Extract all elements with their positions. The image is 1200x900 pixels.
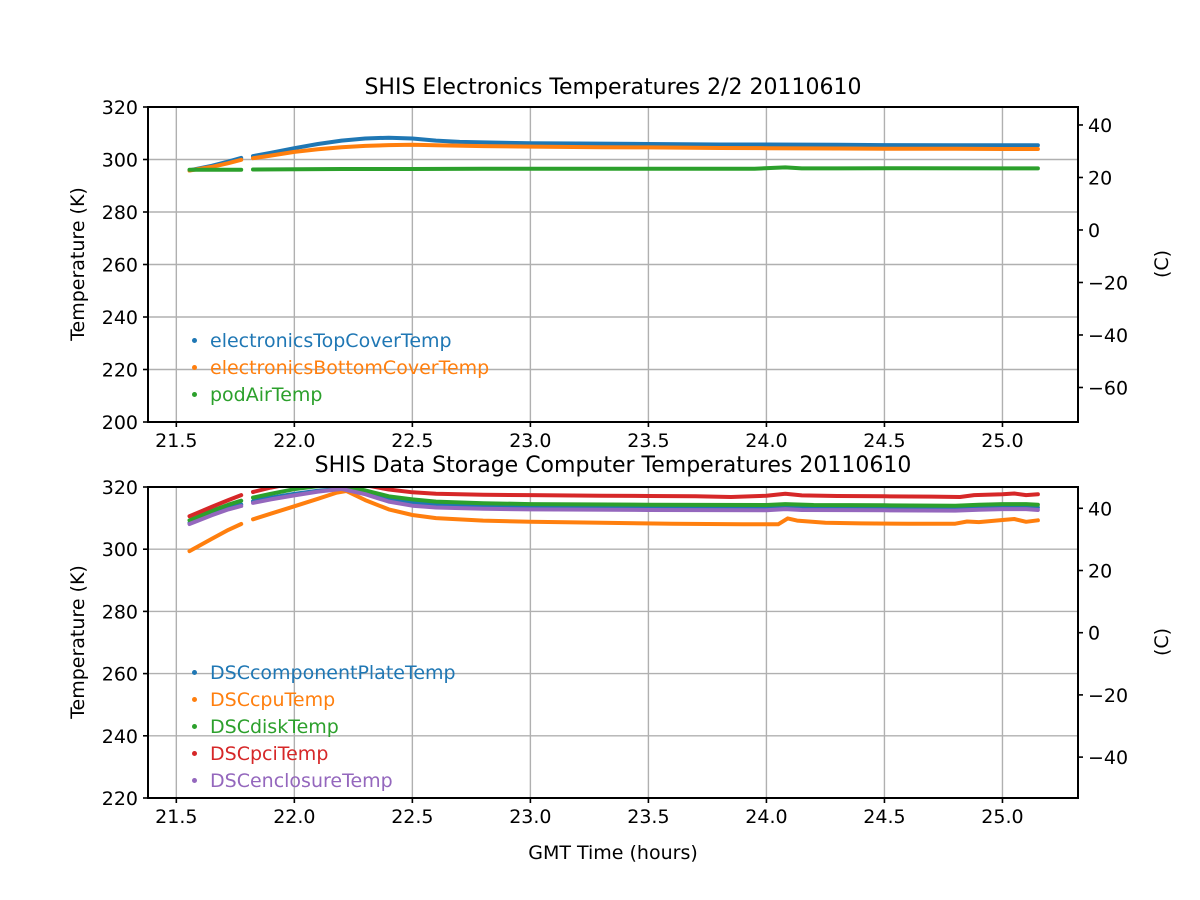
legend-marker-dot [192,751,197,756]
x-tick-label: 24.0 [745,806,787,828]
x-tick-label: 21.5 [155,430,197,452]
x-tick-label: 21.5 [155,806,197,828]
data-series [187,135,1040,173]
y-tick-label-right: 0 [1088,220,1100,242]
gridlines [148,106,1078,423]
axis-ticks: 21.5 22.0 22.5 23.0 23.5 24.0 24.5 25.0 220 240 26… [102,477,1128,828]
top-plot-legend: electronicsTopCoverTemp electronicsBotto… [192,327,489,408]
x-tick-label: 24.5 [863,430,905,452]
bottom-plot: 21.5 22.0 22.5 23.0 23.5 24.0 24.5 25.0 220 240 26… [102,477,1128,828]
y-tick-label-right: 40 [1088,498,1112,520]
axes-spines [147,486,1079,799]
y-tick-label-left: 300 [102,539,138,561]
legend-marker-dot [192,392,197,397]
series-DSCcpuTemp [187,522,244,554]
legend-item: podAirTemp [192,381,489,408]
legend-item: DSCenclosureTemp [192,767,456,794]
x-tick-label: 23.0 [509,806,551,828]
x-tick-label: 23.5 [627,806,669,828]
legend-label: DSCpciTemp [210,742,329,765]
data-series [187,487,1040,554]
series-DSCdiskTemp [187,498,244,523]
axes-spines [147,106,1079,423]
y-tick-label-right: 0 [1088,623,1100,645]
y-tick-label-left: 220 [102,788,138,810]
legend-marker-dot [192,670,197,675]
series-DSCenclosureTemp [187,504,244,526]
legend-marker-dot [192,697,197,702]
legend-marker-dot [192,338,197,343]
y-tick-label-right: 20 [1088,167,1112,189]
legend-item: DSCcomponentPlateTemp [192,659,456,686]
x-tick-label: 22.0 [273,806,315,828]
y-tick-label-right: −40 [1088,747,1128,769]
y-tick-label-left: 280 [102,202,138,224]
y-tick-label-left: 240 [102,726,138,748]
series-podAirTemp [251,165,1040,172]
bottom-plot-ylabel-left: Temperature (K) [67,565,89,719]
legend-label: DSCcpuTemp [210,688,336,711]
legend-label: electronicsBottomCoverTemp [210,356,490,379]
bottom-plot-ylabel-right: (C) [1151,627,1173,657]
top-plot: 21.5 22.0 22.5 23.0 23.5 24.0 24.5 25.020022024… [102,97,1128,452]
series-DSCpciTemp [251,487,1040,499]
y-tick-label-left: 200 [102,412,138,434]
y-tick-label-right: −20 [1088,685,1128,707]
x-tick-label: 22.0 [273,430,315,452]
x-tick-label: 25.0 [981,806,1023,828]
top-plot-title: SHIS Electronics Temperatures 2/2 201106… [364,75,862,100]
x-tick-label: 22.5 [391,430,433,452]
x-axis-label: GMT Time (hours) [528,842,698,864]
y-tick-label-right: 20 [1088,561,1112,583]
legend-item: DSCdiskTemp [192,713,456,740]
bottom-plot-legend: DSCcomponentPlateTemp DSCcpuTemp DSCdisk… [192,659,456,794]
y-tick-label-left: 260 [102,255,138,277]
axis-ticks: 21.5 22.0 22.5 23.0 23.5 24.0 24.5 25.020022024… [102,97,1128,452]
series-electronicsTopCoverTemp [251,135,1040,159]
series-DSCdiskTemp [251,487,1040,508]
y-tick-label-left: 260 [102,664,138,686]
legend-marker-dot [192,778,197,783]
series-DSCpciTemp [187,493,244,519]
legend-label: podAirTemp [210,383,323,406]
y-tick-label-right: −40 [1088,325,1128,347]
y-tick-label-right: 40 [1088,115,1112,137]
series-DSCcpuTemp [251,489,1040,527]
x-tick-label: 24.0 [745,430,787,452]
x-tick-label: 22.5 [391,806,433,828]
x-tick-label: 24.5 [863,806,905,828]
x-tick-label: 25.0 [981,430,1023,452]
legend-label: DSCenclosureTemp [210,769,393,792]
y-tick-label-left: 240 [102,307,138,329]
top-plot-ylabel-right: (C) [1151,249,1173,279]
y-tick-label-left: 220 [102,360,138,382]
y-tick-label-left: 320 [102,97,138,119]
y-tick-label-left: 280 [102,601,138,623]
legend-item: DSCcpuTemp [192,686,456,713]
legend-item: DSCpciTemp [192,740,456,767]
series-DSCenclosureTemp [251,487,1040,513]
top-plot-ylabel-left: Temperature (K) [67,187,89,341]
bottom-plot-title: SHIS Data Storage Computer Temperatures … [314,453,912,478]
legend-label: DSCcomponentPlateTemp [210,661,456,684]
x-tick-label: 23.0 [509,430,551,452]
legend-label: electronicsTopCoverTemp [210,329,452,352]
legend-label: DSCdiskTemp [210,715,339,738]
legend-marker-dot [192,365,197,370]
y-tick-label-left: 320 [102,477,138,499]
y-tick-label-right: −60 [1088,377,1128,399]
legend-item: electronicsTopCoverTemp [192,327,489,354]
legend-marker-dot [192,724,197,729]
y-tick-label-left: 300 [102,150,138,172]
x-tick-label: 23.5 [627,430,669,452]
y-tick-label-right: −20 [1088,272,1128,294]
legend-item: electronicsBottomCoverTemp [192,354,489,381]
series-electronicsBottomCoverTemp [251,142,1040,161]
